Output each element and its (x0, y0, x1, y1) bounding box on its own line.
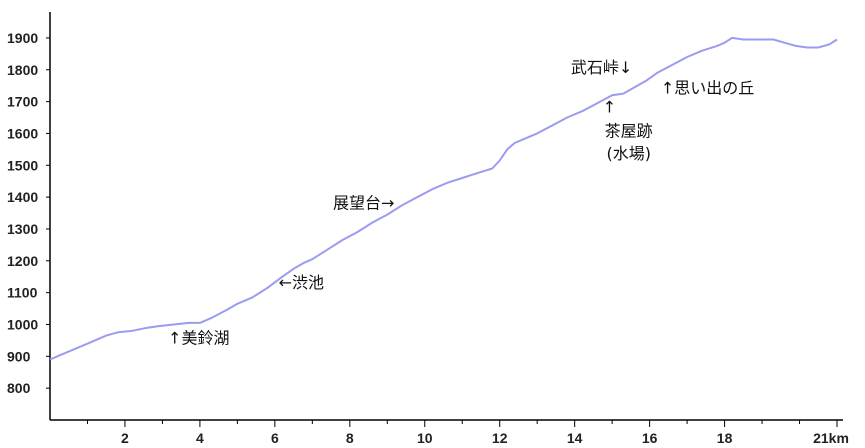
elevation-series-line (49, 36, 838, 361)
y-tick-label: 1900 (7, 30, 38, 46)
y-tick-label: 1300 (7, 221, 38, 237)
y-tick-label: 900 (7, 348, 31, 364)
y-tick-label: 800 (7, 380, 31, 396)
annotation-label: ←渋池 (279, 273, 324, 292)
annotation-label: 武石峠↓ (571, 58, 632, 77)
y-ticks: 800 900 1000 1100 1200 1300 1400 1500 1600 1700 18… (7, 30, 50, 396)
x-tick-label: 14 (567, 430, 583, 446)
y-tick-label: 1600 (7, 125, 38, 141)
annotation-label: (水場) (607, 144, 652, 163)
annotations: ↑美鈴湖 ←渋池 展望台→ 武石峠↓ ↑ 茶屋跡 (水場) ↑思い出の丘 (168, 58, 754, 348)
y-tick-label: 1800 (7, 62, 38, 78)
y-tick-label: 1100 (7, 285, 38, 301)
x-tick-label: 8 (346, 430, 354, 446)
x-tick-label: 6 (271, 430, 279, 446)
x-tick-label: 10 (417, 430, 433, 446)
axes (49, 12, 843, 421)
annotation-label: 展望台→ (333, 193, 394, 212)
annotation-label: ↑ (603, 98, 616, 117)
x-tick-label: 16 (642, 430, 658, 446)
x-tick-label: 21km (813, 430, 849, 446)
y-tick-label: 1700 (7, 94, 38, 110)
x-ticks: 2 4 6 8 10 12 14 16 18 21km (86, 420, 849, 446)
y-tick-label: 1000 (7, 316, 38, 332)
annotation-label: ↑美鈴湖 (168, 329, 229, 348)
x-tick-label: 4 (196, 430, 204, 446)
y-tick-label: 1200 (7, 253, 38, 269)
x-tick-label: 18 (717, 430, 733, 446)
y-tick-label: 1500 (7, 157, 38, 173)
y-tick-label: 1400 (7, 189, 38, 205)
series-layer (49, 36, 838, 361)
x-tick-label: 12 (492, 430, 508, 446)
x-tick-label: 2 (121, 430, 129, 446)
annotation-label: ↑思い出の丘 (661, 79, 754, 98)
annotation-label: 茶屋跡 (605, 122, 653, 141)
